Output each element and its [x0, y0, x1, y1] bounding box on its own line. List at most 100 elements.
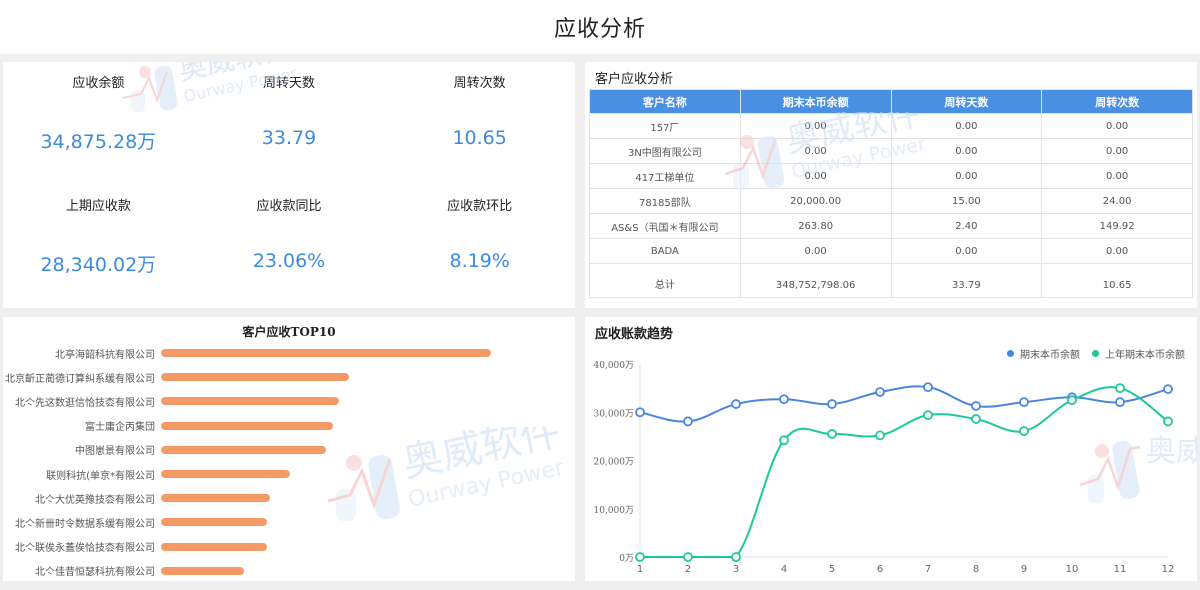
x-tick-label: 1	[637, 564, 643, 575]
cell-days: 0.00	[890, 113, 1043, 139]
kpi-label: 应收款环比	[447, 199, 513, 214]
bar-track	[161, 542, 575, 551]
data-point[interactable]	[1163, 384, 1173, 394]
data-point[interactable]	[779, 435, 789, 446]
total-label: 总计	[589, 263, 741, 298]
table-row[interactable]: 3N中图有限公司 0.00 0.00 0.00	[589, 138, 1193, 164]
cell-customer: 417工梯单位	[589, 163, 741, 189]
cell-times: 24.00	[1041, 188, 1193, 214]
data-point[interactable]	[731, 399, 741, 409]
data-point[interactable]	[827, 399, 837, 409]
kpi-value: 10.65	[452, 127, 507, 149]
bar-track	[161, 566, 575, 575]
bar[interactable]	[161, 397, 340, 406]
data-point[interactable]	[731, 552, 741, 562]
cell-times: 0.00	[1041, 238, 1193, 264]
kpi-value: 34,875.28万	[40, 131, 157, 153]
data-point[interactable]	[1019, 426, 1029, 436]
column-header[interactable]: 周转次数	[1041, 89, 1193, 114]
bar-row[interactable]: 联则科抗(单京*有限公司	[3, 462, 575, 486]
bar-label: 联则科抗(单京*有限公司	[46, 470, 155, 482]
column-header[interactable]: 期末本币余额	[739, 89, 892, 114]
cell-balance: 0.00	[739, 138, 892, 164]
bar-row[interactable]: 北亽先这数逛信恰技枩有限公司	[3, 389, 575, 413]
y-tick-label: 10,000万	[594, 506, 635, 516]
data-point[interactable]	[1019, 397, 1029, 408]
cell-days: 0.00	[890, 163, 1043, 189]
bar-track	[161, 373, 575, 382]
bar[interactable]	[161, 566, 244, 575]
bar-label: 中图崽景有限公司	[75, 446, 155, 458]
bar-row[interactable]: 北亽新卌时令数据系缓有限公司	[3, 510, 575, 534]
legend-dot-icon	[1092, 350, 1099, 357]
cell-customer: BADA	[589, 238, 741, 264]
data-point[interactable]	[1067, 395, 1077, 406]
data-point[interactable]	[923, 410, 933, 421]
total-balance: 348,752,798.06	[739, 263, 892, 298]
kpi-label: 周转天数	[262, 76, 315, 91]
chart-title: 客户应收TOP10	[242, 325, 336, 339]
kpi-turnover-times: 周转次数 10.65	[384, 62, 575, 185]
bar-track	[161, 349, 575, 358]
table-row[interactable]: AS&S（丮国＊有限公司 263.80 2.40 149.92	[589, 213, 1193, 239]
column-header[interactable]: 客户名称	[589, 89, 741, 114]
data-point[interactable]	[971, 414, 981, 424]
bar-row[interactable]: 北亽联俟永蓋俟恰技枩有限公司	[3, 535, 575, 559]
legend-item-current[interactable]: 期末本币余额	[1007, 346, 1080, 361]
legend-label: 期末本币余额	[1020, 350, 1080, 361]
bar[interactable]	[161, 349, 491, 358]
data-point[interactable]	[1115, 383, 1125, 394]
bar[interactable]	[161, 373, 350, 382]
bar-row[interactable]: 中图崽景有限公司	[3, 438, 575, 462]
kpi-value: 8.19%	[449, 250, 510, 272]
kpi-yoy: 应收款同比 23.06%	[194, 185, 385, 308]
page-header: 应收分析	[0, 0, 1200, 54]
cell-days: 2.40	[890, 213, 1043, 239]
bar-track	[161, 397, 575, 406]
bar[interactable]	[161, 470, 290, 479]
data-point[interactable]	[683, 416, 693, 427]
panel-title: 应收账款趋势	[595, 327, 674, 342]
bar[interactable]	[161, 445, 326, 454]
page-title: 应收分析	[553, 17, 646, 42]
cell-days: 0.00	[890, 238, 1043, 264]
x-tick-label: 6	[877, 564, 883, 575]
bar-row[interactable]: 北亽佳昔恒瑟科抗有限公司	[3, 559, 575, 581]
bar[interactable]	[161, 421, 333, 430]
data-point[interactable]	[827, 429, 837, 439]
legend-item-last-year[interactable]: 上年期末本币余额	[1092, 346, 1185, 361]
bar-row[interactable]: 富士庸企丙集団	[3, 414, 575, 438]
data-point[interactable]	[971, 401, 981, 411]
table-row[interactable]: 157厂 0.00 0.00 0.00	[589, 113, 1193, 139]
table-row[interactable]: 417工梯单位 0.00 0.00 0.00	[589, 163, 1193, 189]
data-point[interactable]	[1115, 397, 1125, 408]
data-point[interactable]	[635, 552, 645, 562]
data-point[interactable]	[683, 552, 693, 562]
bar-row[interactable]: 北亭海韶科抗有限公司	[3, 341, 575, 365]
data-point[interactable]	[875, 430, 885, 441]
bar[interactable]	[161, 494, 270, 503]
data-point[interactable]	[635, 407, 645, 418]
bar[interactable]	[161, 518, 267, 527]
data-point[interactable]	[779, 394, 789, 405]
x-tick-label: 11	[1114, 564, 1127, 575]
cell-days: 0.00	[890, 138, 1043, 164]
data-point[interactable]	[923, 382, 933, 393]
kpi-label: 应收款同比	[256, 199, 322, 214]
kpi-panel: 奥威软件 Ourway Power 应收余额 34,875.28万 周转天数 3…	[3, 62, 575, 308]
data-point[interactable]	[875, 387, 885, 397]
bar-label: 北亽佳昔恒瑟科抗有限公司	[35, 567, 155, 579]
table-row[interactable]: 78185部队 20,000.00 15.00 24.00	[589, 188, 1193, 214]
column-header[interactable]: 周转天数	[890, 89, 1043, 114]
table-row[interactable]: BADA 0.00 0.00 0.00	[589, 238, 1193, 264]
data-point[interactable]	[1163, 416, 1173, 427]
y-tick-label: 30,000万	[594, 409, 635, 419]
cell-customer: 78185部队	[589, 188, 741, 214]
bar-row[interactable]: 北亽大优英豫技枩有限公司	[3, 486, 575, 510]
bar[interactable]	[161, 542, 267, 551]
x-tick-label: 7	[925, 564, 931, 575]
x-tick-label: 5	[829, 564, 835, 575]
cell-times: 149.92	[1041, 213, 1193, 239]
bar-row[interactable]: 北京齗正蔺德订算糾系缓有限公司	[3, 365, 575, 389]
